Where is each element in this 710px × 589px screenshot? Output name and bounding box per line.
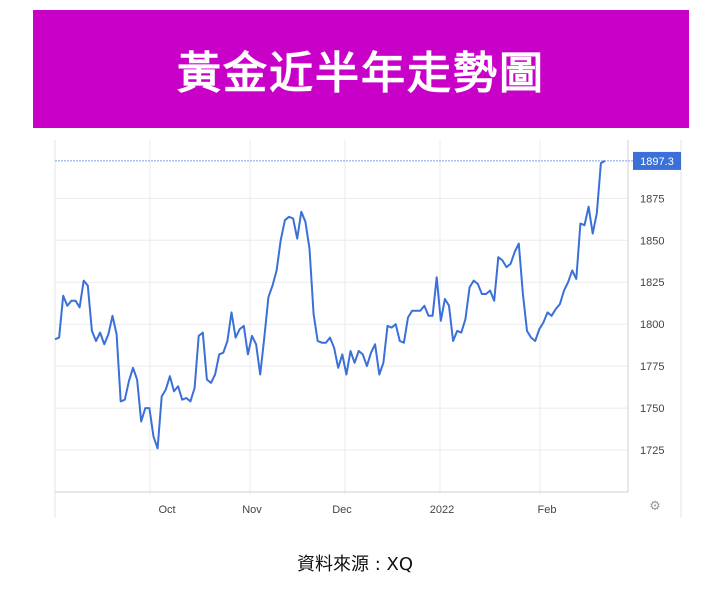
price-line bbox=[54, 160, 606, 450]
last-value-label: 1897.3 bbox=[640, 156, 674, 168]
chart-svg: 1725 1750 1775 1800 1825 1850 1875 Oct Nov Dec 202… bbox=[54, 140, 682, 518]
gold-price-chart: 1725 1750 1775 1800 1825 1850 1875 Oct Nov Dec 202… bbox=[0, 140, 710, 520]
source-caption: 資料來源 : XQ bbox=[296, 554, 413, 575]
gear-icon[interactable]: ⚙ bbox=[649, 499, 661, 514]
y-tick-label: 1800 bbox=[640, 319, 664, 331]
last-value-box bbox=[633, 151, 681, 170]
x-tick-label: 2022 bbox=[430, 504, 454, 516]
y-tick-label: 1775 bbox=[640, 361, 664, 373]
banner-title: 黃金近半年走勢圖 bbox=[177, 48, 545, 99]
x-tick-label: Nov bbox=[242, 504, 262, 516]
y-tick-label: 1875 bbox=[640, 193, 664, 205]
x-tick-label: Dec bbox=[332, 504, 352, 516]
y-tick-label: 1725 bbox=[640, 445, 664, 457]
title-banner: 黃金近半年走勢圖 bbox=[33, 10, 689, 128]
y-tick-label: 1750 bbox=[640, 403, 664, 415]
y-tick-label: 1825 bbox=[640, 277, 664, 289]
x-tick-label: Feb bbox=[538, 504, 557, 516]
x-tick-label: Oct bbox=[158, 504, 175, 516]
y-tick-label: 1850 bbox=[640, 235, 664, 247]
